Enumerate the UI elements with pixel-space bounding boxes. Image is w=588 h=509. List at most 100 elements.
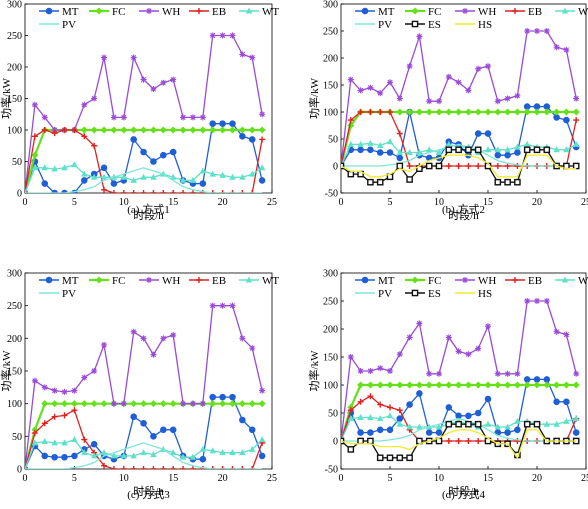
panel-a: 0 5 10 15 20 25050100150200250300时段/h功率/kW(a)… xyxy=(0,0,279,222)
point-fc xyxy=(80,126,88,134)
point-wh xyxy=(189,400,196,407)
point-fc xyxy=(484,108,492,116)
point-wh xyxy=(160,79,167,86)
point-fc xyxy=(572,108,580,116)
point-wh xyxy=(249,54,256,61)
point-mt xyxy=(199,455,207,463)
y-tick-label: 50 xyxy=(328,135,338,146)
point-eb xyxy=(31,133,38,140)
point-eb xyxy=(377,109,384,115)
point-wt xyxy=(179,176,187,183)
point-mt xyxy=(474,409,482,417)
plot-frame xyxy=(340,272,587,470)
point-fc xyxy=(248,126,256,134)
point-wt xyxy=(494,423,501,430)
point-es xyxy=(533,420,541,428)
legend-marker-es xyxy=(411,289,419,297)
point-wh xyxy=(485,323,491,330)
point-fc xyxy=(179,126,187,134)
point-wh xyxy=(91,368,98,374)
point-mt xyxy=(169,426,177,434)
point-mt xyxy=(150,433,157,440)
point-wt xyxy=(120,173,127,180)
point-eb xyxy=(465,163,472,169)
point-wh xyxy=(110,400,117,407)
point-es xyxy=(386,454,394,462)
point-es xyxy=(572,162,580,170)
point-fc xyxy=(474,108,482,116)
y-tick-label: 200 xyxy=(323,325,338,336)
point-wh xyxy=(524,298,531,304)
point-fc xyxy=(425,108,433,116)
legend-marker-mt xyxy=(45,7,53,15)
x-tick-label: 5 xyxy=(72,473,77,484)
point-eb xyxy=(239,190,246,193)
point-mt xyxy=(51,453,58,461)
point-es xyxy=(406,454,413,462)
y-tick-label: 300 xyxy=(323,269,338,280)
point-eb xyxy=(130,466,137,469)
y-tick-label: 0 xyxy=(17,189,22,200)
point-wh xyxy=(31,101,38,108)
point-wt xyxy=(120,452,127,459)
point-mt xyxy=(229,120,236,127)
point-mt xyxy=(435,429,443,436)
point-eb xyxy=(357,109,364,115)
point-wh xyxy=(140,335,147,342)
point-wt xyxy=(61,439,68,446)
point-wh xyxy=(219,302,226,309)
point-eb xyxy=(31,430,38,437)
y-tick-label: 0 xyxy=(333,437,338,448)
point-wh xyxy=(465,351,472,358)
point-wt xyxy=(51,439,58,446)
legend-marker-wt xyxy=(245,276,253,283)
point-wh xyxy=(61,388,68,395)
point-eb xyxy=(387,109,393,115)
legend-marker-wt xyxy=(561,276,569,283)
point-wt xyxy=(377,141,384,148)
point-wh xyxy=(406,334,413,341)
point-wh xyxy=(347,354,354,360)
point-wh xyxy=(367,368,374,374)
point-wh xyxy=(465,87,472,94)
point-wh xyxy=(130,328,137,335)
point-wt xyxy=(367,413,374,420)
point-wh xyxy=(180,114,187,121)
legend-marker-wh xyxy=(462,277,468,283)
point-wh xyxy=(209,302,216,309)
point-wt xyxy=(416,423,423,430)
point-wt xyxy=(484,146,492,153)
point-fc xyxy=(435,108,443,116)
point-wh xyxy=(170,332,177,339)
point-eb xyxy=(209,190,216,193)
point-eb xyxy=(239,466,246,469)
point-eb xyxy=(160,466,167,469)
point-eb xyxy=(367,109,374,115)
point-wh xyxy=(485,63,491,70)
point-wh xyxy=(81,374,88,381)
point-wt xyxy=(514,143,521,150)
point-mt xyxy=(100,164,108,172)
point-eb xyxy=(170,466,177,469)
point-eb xyxy=(445,438,452,444)
point-fc xyxy=(494,108,502,116)
point-fc xyxy=(445,108,453,116)
legend-label-hs: HS xyxy=(478,288,492,300)
y-tick-label: 250 xyxy=(7,301,22,312)
point-wt xyxy=(416,149,423,155)
point-wh xyxy=(563,331,570,338)
point-mt xyxy=(357,429,364,436)
series-line-wh xyxy=(25,34,263,193)
point-wh xyxy=(475,345,482,352)
point-eb xyxy=(396,130,403,137)
point-mt xyxy=(563,398,570,406)
point-wt xyxy=(170,449,177,456)
point-wh xyxy=(150,351,157,358)
point-wh xyxy=(553,328,560,335)
point-wh xyxy=(436,370,442,377)
point-wt xyxy=(81,449,88,456)
legend-marker-es xyxy=(411,20,419,28)
point-wh xyxy=(543,28,550,34)
point-fc xyxy=(159,126,167,134)
point-wt xyxy=(189,453,197,460)
